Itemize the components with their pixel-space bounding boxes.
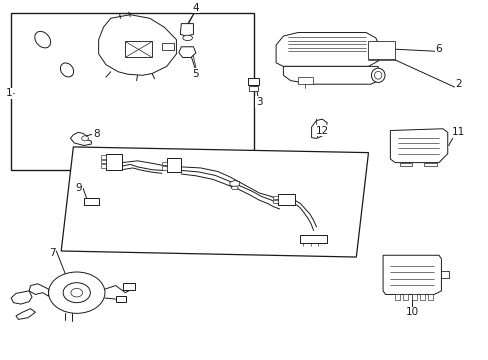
Bar bbox=[106, 154, 122, 170]
Polygon shape bbox=[16, 309, 35, 319]
Ellipse shape bbox=[35, 31, 51, 48]
Bar bbox=[162, 43, 174, 50]
Bar bbox=[101, 165, 106, 168]
Text: 1: 1 bbox=[5, 88, 12, 98]
Polygon shape bbox=[11, 291, 32, 304]
Polygon shape bbox=[276, 32, 380, 66]
Circle shape bbox=[48, 272, 105, 313]
Text: 12: 12 bbox=[315, 126, 328, 135]
Bar bbox=[125, 41, 152, 58]
Polygon shape bbox=[283, 66, 377, 84]
Polygon shape bbox=[382, 255, 441, 294]
Bar bbox=[403, 294, 407, 300]
Text: 6: 6 bbox=[435, 44, 442, 54]
Bar bbox=[11, 13, 254, 170]
Polygon shape bbox=[389, 129, 447, 163]
Bar bbox=[84, 198, 99, 205]
Polygon shape bbox=[61, 147, 368, 257]
Text: 4: 4 bbox=[192, 3, 199, 13]
Ellipse shape bbox=[374, 71, 381, 79]
Bar bbox=[116, 296, 126, 302]
Polygon shape bbox=[311, 119, 326, 138]
Bar bbox=[272, 200, 277, 203]
Bar bbox=[424, 163, 436, 166]
Bar bbox=[297, 77, 312, 84]
Bar bbox=[248, 78, 259, 85]
Ellipse shape bbox=[61, 63, 74, 77]
Bar bbox=[277, 194, 294, 204]
Text: 8: 8 bbox=[93, 129, 100, 139]
Bar bbox=[166, 158, 181, 171]
Bar bbox=[162, 166, 166, 170]
Ellipse shape bbox=[183, 35, 192, 41]
Text: 11: 11 bbox=[451, 127, 464, 137]
Bar bbox=[368, 41, 394, 59]
Text: 9: 9 bbox=[76, 183, 82, 193]
Polygon shape bbox=[70, 132, 91, 145]
Circle shape bbox=[63, 283, 90, 303]
Text: 3: 3 bbox=[255, 97, 262, 107]
Bar bbox=[411, 294, 416, 300]
Text: 5: 5 bbox=[192, 68, 199, 78]
Bar bbox=[162, 162, 166, 165]
Text: 10: 10 bbox=[405, 307, 418, 317]
Circle shape bbox=[71, 288, 82, 297]
Polygon shape bbox=[229, 180, 239, 187]
Ellipse shape bbox=[231, 186, 238, 190]
Bar bbox=[427, 294, 432, 300]
Ellipse shape bbox=[371, 68, 384, 82]
Circle shape bbox=[81, 136, 88, 141]
Polygon shape bbox=[180, 24, 193, 36]
Bar bbox=[399, 163, 411, 166]
Polygon shape bbox=[99, 15, 176, 75]
Polygon shape bbox=[179, 47, 196, 58]
Polygon shape bbox=[29, 284, 48, 296]
Bar bbox=[272, 196, 277, 199]
Bar bbox=[249, 86, 258, 91]
Bar bbox=[122, 283, 135, 290]
Bar bbox=[300, 235, 326, 243]
Bar bbox=[101, 160, 106, 163]
Bar bbox=[101, 155, 106, 159]
Text: 7: 7 bbox=[49, 248, 56, 258]
Text: 2: 2 bbox=[454, 79, 461, 89]
Bar bbox=[419, 294, 424, 300]
Bar bbox=[394, 294, 399, 300]
